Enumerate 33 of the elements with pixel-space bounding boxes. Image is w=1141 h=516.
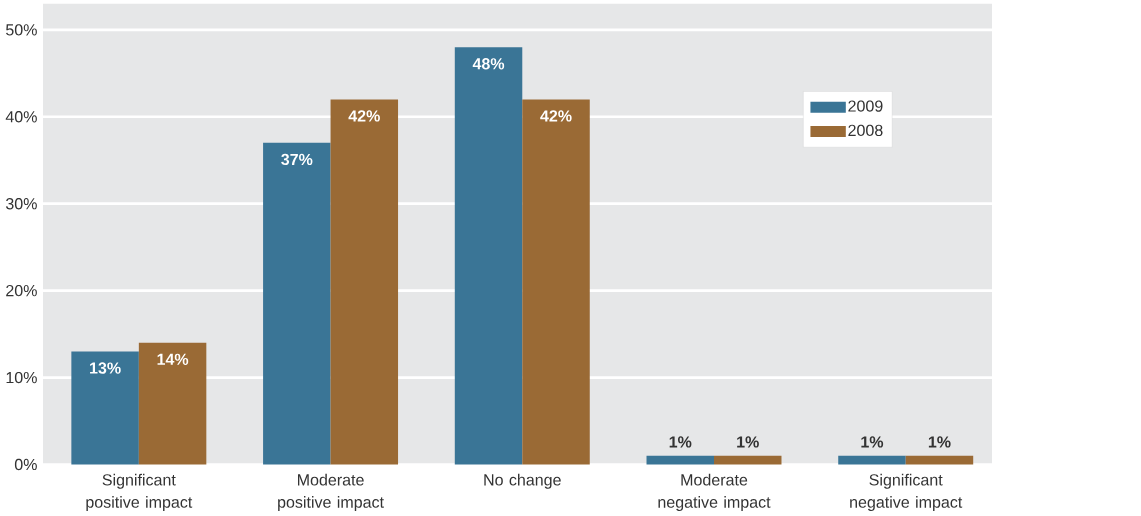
legend-label: 2009: [848, 100, 883, 112]
y-tick-label: 50%: [6, 24, 37, 36]
data-label: 37%: [281, 153, 313, 165]
data-label: 1%: [861, 436, 884, 448]
bar: [714, 455, 782, 465]
x-tick-label: Moderate negative impact: [658, 473, 771, 511]
data-label: 13%: [90, 362, 121, 374]
bar: [646, 455, 714, 465]
x-tick-label: No change: [484, 473, 561, 489]
y-tick-label: 20%: [6, 284, 37, 297]
y-tick-label: 0%: [14, 458, 37, 470]
data-label: 1%: [737, 436, 759, 448]
data-label: 1%: [928, 436, 951, 448]
bar: [71, 351, 139, 465]
legend-label: 2008: [848, 124, 883, 136]
data-label: 42%: [348, 110, 380, 122]
y-tick-label: 10%: [6, 371, 37, 384]
x-tick-label: Significant positive impact: [86, 473, 193, 511]
bar: [263, 142, 331, 465]
x-tick-label: Moderate positive impact: [278, 473, 384, 511]
bar: [138, 342, 207, 465]
bar: [330, 99, 399, 465]
data-label: 14%: [157, 353, 189, 365]
data-label: 42%: [540, 110, 572, 122]
data-label: 48%: [472, 57, 505, 70]
bar: [905, 455, 974, 465]
y-tick-label: 40%: [5, 110, 37, 123]
y-tick-label: 30%: [5, 197, 37, 210]
bar: [454, 47, 523, 465]
data-label: 1%: [669, 436, 692, 448]
x-tick-label: Significant negative impact: [850, 473, 963, 511]
bar: [838, 455, 906, 465]
bar: [522, 99, 590, 465]
